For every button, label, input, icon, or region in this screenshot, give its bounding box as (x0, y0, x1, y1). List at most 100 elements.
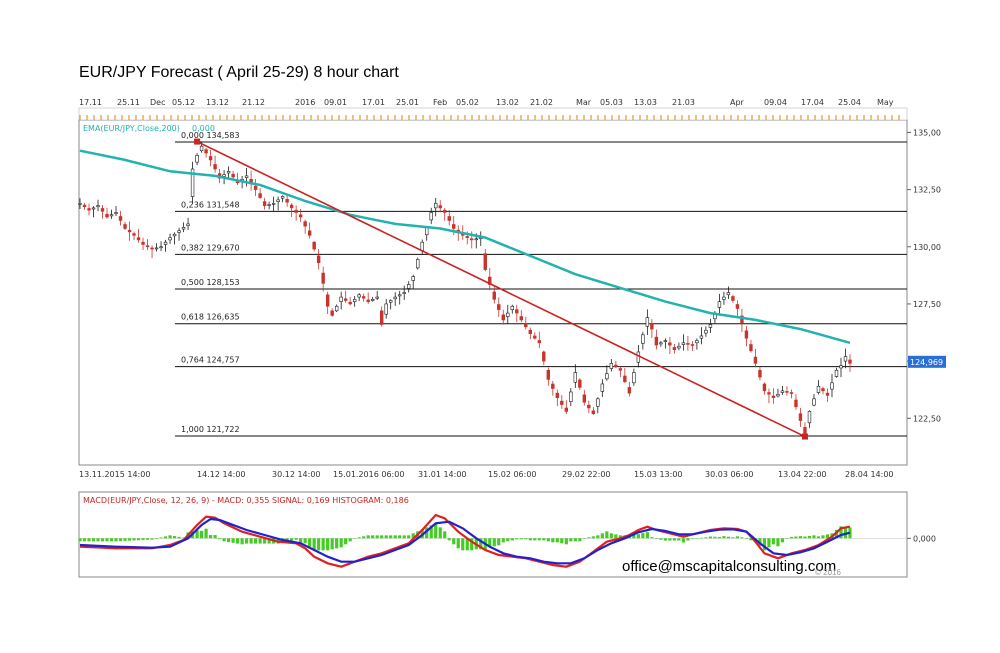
candle-body (105, 213, 109, 218)
candle-body (348, 301, 352, 305)
candle-body (744, 330, 749, 339)
candle-body (190, 168, 195, 197)
candle-body (289, 204, 294, 209)
candle-body (488, 276, 492, 285)
candle-body (177, 230, 181, 233)
histogram-bar (551, 538, 555, 543)
histogram-bar (614, 534, 618, 539)
histogram-bar (163, 536, 168, 539)
histogram-bar (843, 526, 848, 539)
histogram-bar (605, 531, 609, 539)
candle-body (794, 399, 798, 408)
candle-body (546, 369, 551, 380)
histogram-bar (798, 536, 803, 539)
signal-line (79, 517, 851, 565)
histogram-bar (136, 538, 141, 541)
histogram-bar (398, 535, 402, 539)
candle-body (321, 272, 325, 284)
candle-body (204, 149, 208, 154)
copyright-text: © 2016 (815, 568, 841, 577)
histogram-bar (564, 538, 568, 545)
candle-body (600, 383, 605, 392)
bottom-date-label: 30.12 14:00 (272, 470, 321, 479)
candle-body (312, 241, 316, 250)
histogram-bar (717, 536, 722, 539)
candle-body (357, 294, 361, 298)
histogram-bar (443, 531, 447, 539)
fib-level-label: 0,764 124,757 (181, 356, 240, 365)
candle-body (677, 345, 681, 349)
histogram-bar (339, 538, 343, 548)
candle-body (132, 233, 136, 236)
histogram-bar (636, 534, 640, 539)
bottom-date-label: 29.02 22:00 (562, 470, 611, 479)
candle-body (533, 335, 537, 339)
histogram-bar (663, 538, 667, 541)
histogram-bar (213, 535, 217, 539)
histogram-bar (208, 535, 213, 539)
candle-body (699, 335, 704, 339)
candle-body (285, 199, 289, 203)
candle-body (812, 398, 816, 406)
histogram-bar (582, 538, 586, 539)
histogram-bar (375, 535, 379, 539)
histogram-bar (240, 538, 244, 545)
candle-body (537, 340, 541, 344)
candle-body (749, 344, 753, 352)
chart-title: EUR/JPY Forecast ( April 25-29) 8 hour c… (79, 64, 399, 81)
histogram-bar (294, 538, 298, 540)
candle-body (650, 323, 654, 330)
trend-line-layer (194, 138, 808, 440)
histogram-bar (515, 538, 519, 540)
candle-body (172, 233, 177, 237)
candle-body (379, 310, 384, 325)
candle-body (528, 329, 532, 334)
candle-body (303, 221, 307, 227)
histogram-bar (127, 538, 132, 541)
histogram-bar (299, 538, 303, 543)
candle-body (834, 369, 839, 377)
candle-body (789, 392, 794, 394)
candle-body (438, 205, 442, 209)
candle-body (100, 208, 105, 212)
candle-body (470, 238, 474, 241)
histogram-bar (825, 534, 830, 539)
histogram-bar (317, 538, 321, 551)
candle-body (465, 236, 469, 238)
candle-body (407, 284, 411, 289)
candle-body (271, 203, 276, 205)
candle-body (551, 383, 555, 389)
candle-body (82, 204, 87, 208)
histogram-bar (573, 538, 577, 542)
bottom-date-label: 13.04 22:00 (778, 470, 827, 479)
candle-body (726, 292, 731, 296)
candle-body (109, 214, 114, 217)
histogram-bar (222, 538, 226, 542)
candle-body (663, 340, 668, 342)
bottom-date-label: 31.01 14:00 (418, 470, 467, 479)
candle-body (258, 193, 262, 198)
histogram-bar (749, 538, 753, 541)
histogram-bar (344, 538, 348, 545)
histogram-bar (497, 538, 501, 546)
histogram-bar (217, 538, 222, 540)
histogram-bar (537, 538, 541, 541)
histogram-bar (501, 538, 505, 543)
histogram-bar (560, 538, 564, 544)
top-date-label: May (877, 98, 894, 107)
macd-legend: MACD(EUR/JPY,Close, 12, 26, 9) - MACD: 0… (83, 496, 409, 505)
candle-body (325, 294, 330, 307)
candle-body (762, 383, 767, 392)
histogram-bar (109, 538, 114, 542)
candle-body (91, 207, 96, 210)
histogram-bar (100, 538, 105, 542)
candle-body (154, 247, 159, 250)
histogram-bar (407, 535, 411, 539)
candle-body (276, 199, 280, 202)
histogram-bar (465, 538, 469, 551)
top-date-label: 09.04 (764, 98, 787, 107)
candle-body (785, 391, 789, 393)
candle-body (722, 296, 726, 300)
histogram-bar (528, 538, 532, 541)
candle-body (87, 208, 91, 211)
